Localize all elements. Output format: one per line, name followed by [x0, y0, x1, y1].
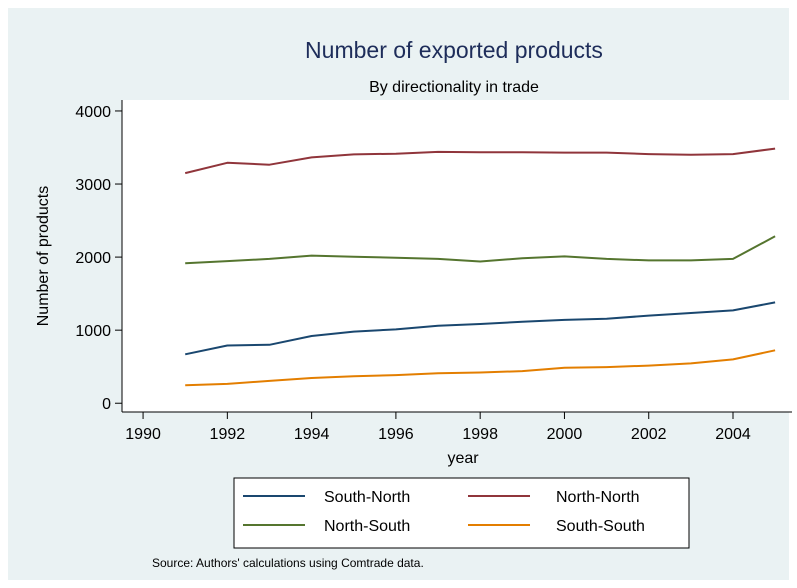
x-tick-label: 1996: [378, 426, 414, 443]
y-tick-label: 3000: [75, 177, 111, 194]
x-tick-label: 1992: [210, 426, 246, 443]
legend-box: [233, 477, 690, 549]
x-tick-label: 2000: [547, 426, 583, 443]
y-tick-label: 2000: [75, 250, 111, 267]
plot-area: [122, 100, 792, 412]
x-tick-label: 1998: [462, 426, 498, 443]
x-tick-label: 1994: [294, 426, 330, 443]
legend-label-north-north: North-North: [556, 489, 640, 506]
chart-subtitle: By directionality in trade: [369, 79, 539, 96]
series-line-north-north: [184, 147, 776, 175]
y-tick-label: 0: [102, 396, 111, 413]
series-lines: [184, 147, 776, 387]
x-tick-label: 2004: [715, 426, 751, 443]
legend-label-south-south: South-South: [556, 518, 645, 535]
y-axis-label: Number of products: [35, 186, 52, 327]
y-tick-label: 1000: [75, 323, 111, 340]
x-tick-label: 1990: [125, 426, 161, 443]
series-line-north-south: [185, 235, 776, 265]
chart-title: Number of exported products: [305, 37, 603, 63]
y-tick-label: 4000: [75, 104, 111, 121]
legend-label-south-north: South-North: [324, 489, 410, 506]
y-axis-ticks: 0 1000 2000 3000 4000: [75, 104, 122, 413]
source-note: Source: Authors' calculations using Comt…: [152, 556, 424, 570]
x-axis-label: year: [447, 450, 479, 467]
series-line-south-south: [185, 349, 776, 387]
x-tick-label: 2002: [631, 426, 667, 443]
series-line-south-north: [184, 301, 776, 356]
legend-label-north-south: North-South: [324, 518, 410, 535]
legend: South-North North-North North-South Sout…: [233, 477, 690, 549]
x-axis-ticks: 1990 1992 1994 1996 1998 2000 2002 2004: [125, 412, 751, 443]
